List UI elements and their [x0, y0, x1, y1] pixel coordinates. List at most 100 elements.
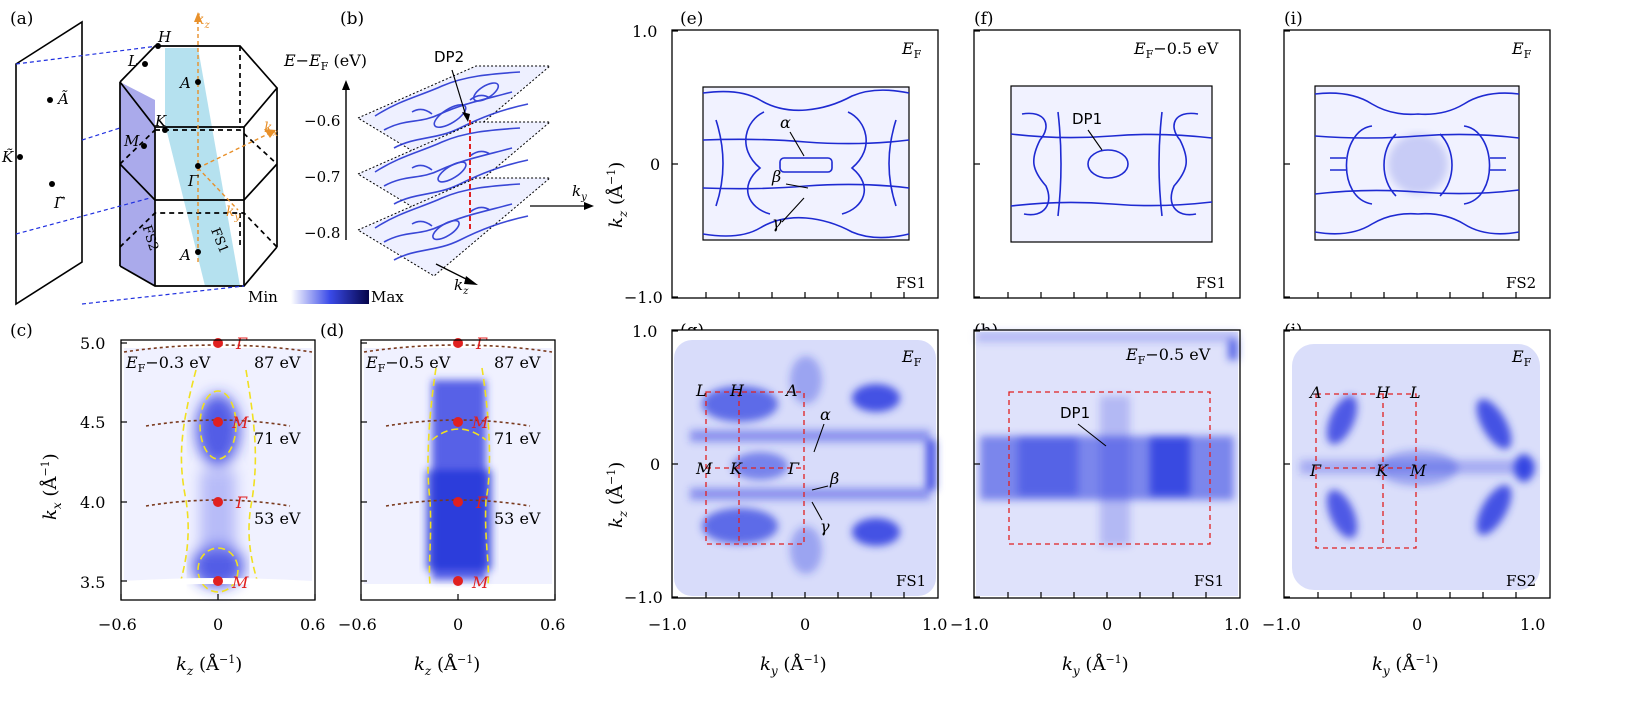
panel-c-photon-71: 71 eV [254, 429, 301, 448]
panel-h-energy: EF−0.5 eV [1125, 345, 1211, 367]
panel-h-dp1-arrow [1077, 423, 1107, 447]
panel-g-gamma-band: γ [820, 517, 830, 536]
panel-i-plane: FS2 [1506, 274, 1536, 292]
panel-e-calculated-fs: EF FS1 α β γ [671, 29, 939, 299]
panel-c-point-m-1 [213, 417, 223, 427]
panel-j-point-h: H [1375, 383, 1391, 402]
panel-d-point-gamma-2 [453, 497, 463, 507]
panel-j-point-m: M [1409, 461, 1427, 480]
panel-c-xtick-left: −0.6 [98, 615, 137, 634]
slice-middle [356, 121, 552, 221]
kz-axis-label: kz [196, 12, 210, 31]
g-ky-tick-right: 1.0 [922, 615, 947, 634]
panel-j-plane: FS2 [1506, 572, 1536, 590]
dp2-arrowhead [462, 112, 470, 122]
panel-g-plane: FS1 [896, 572, 926, 590]
panel-e-central-pocket [779, 157, 833, 173]
panel-c-guide-outer-right [245, 369, 259, 585]
h-ky-tick-mid: 0 [1102, 615, 1112, 634]
panel-c-m-label-2: M [231, 573, 249, 592]
panel-c-guide-inner-lower [197, 547, 239, 593]
panel-j-point-l: L [1409, 383, 1421, 402]
label-i: (i) [1284, 9, 1303, 29]
label-d: (d) [320, 321, 344, 341]
panel-g-point-k: K [729, 459, 743, 478]
top-kz-tick-0: 0 [650, 155, 660, 174]
label-m-point: M [123, 132, 140, 150]
j-ky-label: ky (Å−1) [1372, 653, 1439, 678]
energy-axis-arrowhead [342, 80, 350, 90]
label-l-point: L [127, 52, 138, 70]
panel-d-point-m-2 [453, 576, 463, 586]
panel-d-m-label-2: M [471, 573, 489, 592]
h-ky-tick-left: −1.0 [950, 615, 989, 634]
panel-i-energy: EF [1511, 39, 1532, 61]
j-ky-tick-left: −1.0 [1262, 615, 1301, 634]
panel-c-arpes-map: Γ M Γ M EF−0.3 eV 87 eV 71 eV 53 eV 5.0 … [39, 334, 325, 678]
panel-g-energy: EF [901, 347, 922, 369]
panel-h-dp1: DP1 [1060, 404, 1090, 422]
panel-h-arpes-fs: EF−0.5 eV FS1 DP1 [973, 329, 1241, 599]
bottom-kz-tick-m1: −1.0 [624, 588, 663, 607]
colorbar-min-label: Min [248, 288, 278, 306]
label-e: (e) [680, 9, 703, 29]
panel-d-arpes-map: Γ M Γ M EF−0.5 eV 87 eV 71 eV 53 eV −0.6… [338, 334, 565, 678]
panel-f-calculated-fs: EF−0.5 eV FS1 DP1 [973, 29, 1241, 299]
panel-c-point-m-2 [213, 576, 223, 586]
panel-d-guide-inner [431, 428, 487, 441]
panel-f-dp1-arrow [1087, 129, 1103, 151]
panel-f-energy: EF−0.5 eV [1133, 39, 1219, 61]
ky-axis-label: ky [226, 204, 240, 223]
panel-c-photon-53: 53 eV [254, 509, 301, 528]
slice-bottom [356, 177, 552, 277]
panel-d-xtick-right: 0.6 [540, 615, 565, 634]
panel-j-energy: EF [1511, 347, 1532, 369]
panel-f-dp1: DP1 [1072, 110, 1102, 128]
kz-direction-arrowhead [464, 276, 478, 285]
point-h [155, 43, 161, 49]
panel-c-ylabel: kx (Å−1) [39, 453, 64, 520]
top-row-kz-axis: 1.0 0 −1.0 kz (Å−1) [605, 22, 663, 307]
panel-f-dp1-pocket [1087, 149, 1129, 179]
top-kz-tick-1: 1.0 [632, 22, 657, 41]
label-f: (f) [974, 9, 994, 29]
label-a-bottom-point: A [178, 246, 191, 264]
panel-j-arpes-fs: A H L Γ K M EF FS2 [1283, 329, 1551, 599]
fs2-plane [120, 82, 155, 286]
point-l [142, 61, 148, 67]
panel-c-m-label-1: M [231, 413, 249, 432]
panel-g-point-gamma: Γ [787, 459, 800, 478]
panel-j-bz-box [1315, 393, 1417, 549]
panel-c-xtick-mid: 0 [213, 615, 223, 634]
projection-lines [15, 45, 245, 305]
bz-points [17, 43, 201, 255]
point-m [141, 143, 147, 149]
panel-e-plane: FS1 [896, 274, 926, 292]
ky-direction-label: ky [572, 182, 587, 203]
panel-g-arpes-fs: L H A M K Γ α β γ EF FS1 [671, 329, 939, 599]
kz-arrowhead [194, 12, 202, 22]
panel-d-photon-53: 53 eV [494, 509, 541, 528]
label-a-top-point: A [178, 74, 191, 92]
panel-d-xlabel: kz (Å−1) [414, 653, 480, 678]
j-ky-tick-right: 1.0 [1520, 615, 1545, 634]
label-k-tilde-point: K̃ [1, 148, 14, 166]
panel-h-bz-box [1008, 391, 1211, 545]
panel-d-gamma-label-2: Γ [475, 493, 488, 512]
point-gamma-tilde [49, 181, 55, 187]
panel-c-guide-inner-upper [199, 390, 237, 460]
panel-d-m-label-1: M [471, 413, 489, 432]
panel-e-beta: β [771, 167, 781, 186]
panel-d-guide-right [481, 367, 491, 585]
point-k [162, 127, 168, 133]
panel-g-beta: β [829, 469, 839, 488]
energy-tick-top: −0.6 [304, 112, 340, 130]
surface-bz [15, 20, 83, 306]
label-b: (b) [340, 9, 364, 29]
point-a-bottom [195, 249, 201, 255]
top-kz-label: kz (Å−1) [605, 162, 630, 228]
point-a-top [195, 79, 201, 85]
panel-j-point-k: K [1375, 461, 1389, 480]
dp2-arrow [451, 69, 467, 117]
panel-g-point-h: H [729, 381, 745, 400]
